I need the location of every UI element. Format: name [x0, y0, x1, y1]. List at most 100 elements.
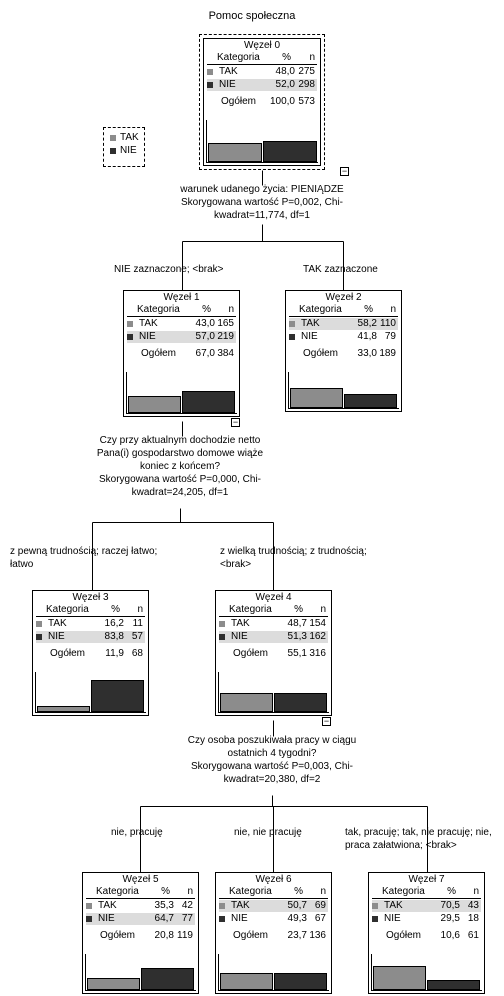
branch-label-1: TAK zaznaczone: [303, 263, 463, 276]
split-line: Skorygowana wartość P=0,003, Chi-: [190, 761, 354, 772]
branch-line: tak, pracuję; tak, nie pracuję; nie,: [345, 827, 492, 838]
tree-node-5[interactable]: Węzeł 5 Kategoria% n TAK 35,3 42 NIE 64,7 77 Ogół…: [82, 872, 199, 994]
header-percent: %: [282, 52, 291, 63]
category-n: 79: [384, 331, 396, 342]
category-n: 162: [309, 631, 326, 642]
category-percent: 16,2: [104, 618, 124, 629]
category-label: TAK: [231, 618, 250, 629]
swatch-tak: [86, 903, 92, 909]
node-row-nie: NIE 52,0 298: [207, 79, 317, 91]
branch-label-0: NIE zaznaczone; <brak>: [114, 263, 274, 276]
header-percent: %: [294, 604, 303, 615]
node-title: Węzeł 4: [255, 592, 292, 603]
category-n: 298: [298, 79, 315, 90]
category-percent: 64,7: [154, 913, 174, 924]
branch-line: NIE zaznaczone; <brak>: [114, 264, 224, 275]
category-percent: 48,7: [287, 618, 307, 629]
total-label: Ogółem: [100, 930, 136, 941]
branch-label-2: z pewną trudnością; raczej łatwo; łatwo: [10, 545, 190, 571]
node-total-row: Ogółem 20,8 119: [86, 930, 195, 942]
node-total-row: Ogółem 10,6 61: [372, 930, 481, 942]
branch-line: <brak>: [220, 559, 252, 570]
tree-node-4[interactable]: Węzeł 4 Kategoria% n TAK 48,7 154 NIE 51,3 162 Og…: [215, 590, 332, 716]
category-label: TAK: [219, 66, 238, 77]
category-percent: 51,3: [287, 631, 307, 642]
tree-node-7[interactable]: Węzeł 7 Kategoria% n TAK 70,5 43 NIE 29,5 18 Ogół…: [368, 872, 485, 994]
total-n: 384: [217, 348, 234, 359]
category-n: 18: [467, 913, 479, 924]
category-n: 154: [309, 618, 326, 629]
node-title: Węzeł 7: [408, 874, 445, 885]
node-bar-chart: [85, 954, 196, 991]
bar-tak: [220, 973, 273, 990]
legend-swatch-tak: [110, 135, 116, 141]
bar-nie: [141, 968, 194, 990]
tree-node-0[interactable]: Węzeł 0 Kategoria% n TAK 48,0 275 NIE 52,0 298 Og…: [199, 34, 325, 170]
node-bar-chart: [218, 672, 329, 713]
node-table-header: Kategoria% n: [36, 604, 145, 617]
node-bar-chart: [371, 954, 482, 991]
node-bar-chart: [288, 372, 399, 409]
node-row-nie: NIE 49,3 67: [219, 913, 328, 925]
category-percent: 49,3: [287, 913, 307, 924]
swatch-tak: [36, 621, 42, 627]
node-row-nie: NIE 41,8 79: [289, 331, 398, 343]
category-percent: 70,5: [440, 900, 460, 911]
swatch-tak: [219, 903, 225, 909]
branch-label-3: z wielką trudnością; z trudnością; <brak>: [220, 545, 400, 571]
swatch-tak: [289, 321, 295, 327]
tree-node-6[interactable]: Węzeł 6 Kategoria% n TAK 50,7 69 NIE 49,3 67 Ogół…: [215, 872, 332, 994]
header-percent: %: [447, 886, 456, 897]
swatch-tak: [207, 69, 213, 75]
branch-line: nie, nie pracuję: [234, 827, 302, 838]
legend: TAK NIE: [103, 127, 145, 167]
bar-tak: [128, 396, 181, 413]
node-bar-chart: [35, 672, 146, 713]
swatch-tak: [372, 903, 378, 909]
category-label: TAK: [48, 618, 67, 629]
node-total-row: Ogółem 33,0 189: [289, 348, 398, 360]
total-n: 119: [177, 930, 193, 941]
node-total-row: Ogółem 23,7 136: [219, 930, 328, 942]
tree-node-3[interactable]: Węzeł 3 Kategoria% n TAK 16,2 11 NIE 83,8 57 Ogół…: [32, 590, 149, 716]
category-percent: 50,7: [287, 900, 307, 911]
collapse-button[interactable]: −: [231, 417, 240, 427]
category-percent: 41,8: [357, 331, 377, 342]
total-percent: 10,6: [440, 930, 460, 941]
bar-nie: [344, 394, 397, 408]
node-title: Węzeł 3: [72, 592, 109, 603]
total-n: 316: [309, 648, 326, 659]
collapse-button[interactable]: −: [340, 166, 349, 176]
total-n: 136: [309, 930, 326, 941]
node-table-header: Kategoria% n: [289, 304, 398, 317]
category-n: 77: [181, 913, 193, 924]
swatch-nie: [127, 334, 133, 340]
swatch-nie: [36, 634, 42, 640]
category-label: NIE: [48, 631, 65, 642]
node-row-nie: NIE 64,7 77: [86, 913, 195, 925]
node-total-row: Ogółem 100,0 573: [207, 96, 317, 108]
node-row-tak: TAK 48,7 154: [219, 618, 328, 630]
category-label: TAK: [98, 900, 117, 911]
node-row-nie: NIE 57,0 219: [127, 331, 236, 343]
category-n: 275: [298, 66, 315, 77]
node-title: Węzeł 0: [243, 40, 281, 51]
branch-line: z pewną trudnością; raczej łatwo;: [10, 546, 158, 557]
category-n: 110: [380, 318, 396, 329]
node-title: Węzeł 2: [325, 292, 362, 303]
split-line: warunek udanego życia: PIENIĄDZE: [180, 184, 344, 195]
category-n: 42: [181, 900, 193, 911]
node-row-tak: TAK 16,2 11: [36, 618, 145, 630]
node-bar-chart: [126, 372, 237, 414]
header-category: Kategoria: [46, 604, 89, 615]
tree-node-2[interactable]: Węzeł 2 Kategoria% n TAK 58,2 110 NIE 41,8 79 Ogó…: [285, 290, 402, 412]
category-label: NIE: [231, 913, 248, 924]
bar-tak: [208, 143, 262, 162]
bar-tak: [290, 388, 343, 408]
collapse-button[interactable]: −: [322, 716, 331, 726]
split-line: Skorygowana wartość P=0,002, Chi-: [180, 197, 344, 208]
total-label: Ogółem: [233, 648, 269, 659]
node-row-tak: TAK 35,3 42: [86, 900, 195, 912]
tree-node-1[interactable]: Węzeł 1 Kategoria% n TAK 43,0 165 NIE 57,0 219 Og…: [123, 290, 240, 417]
